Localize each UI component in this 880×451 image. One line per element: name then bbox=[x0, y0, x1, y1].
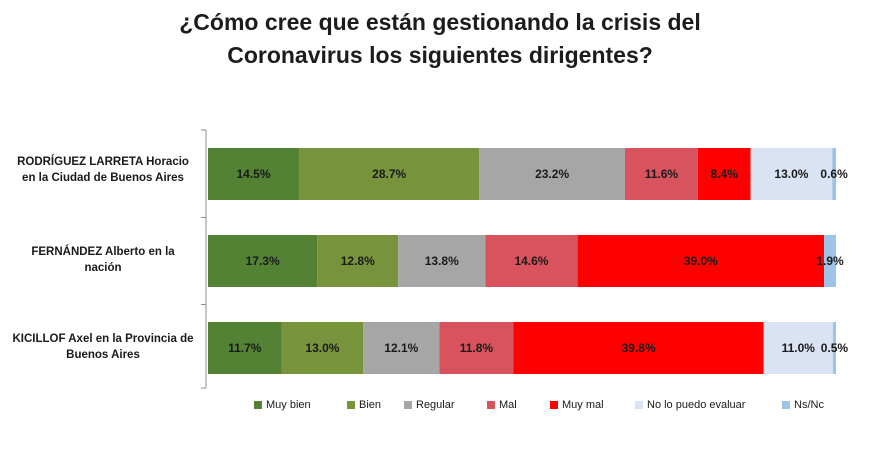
legend-item-muy-mal: Muy mal bbox=[550, 399, 604, 411]
data-label: 11.7% bbox=[228, 341, 262, 355]
category-label-larreta: RODRÍGUEZ LARRETA Horacio en la Ciudad d… bbox=[8, 154, 198, 186]
legend-item-bien: Bien bbox=[347, 399, 381, 411]
legend-label: Mal bbox=[499, 399, 517, 411]
category-axis bbox=[201, 129, 207, 389]
legend-swatch bbox=[635, 401, 643, 409]
data-label: 0.6% bbox=[820, 167, 848, 181]
data-label: 39.8% bbox=[622, 341, 656, 355]
data-label: 13.0% bbox=[305, 341, 339, 355]
bar-segment-ns-nc bbox=[823, 235, 836, 287]
category-label-kicillof-line-2: Buenos Aires bbox=[66, 349, 140, 361]
data-label: 0.5% bbox=[821, 341, 849, 355]
bar-segment-muy-mal bbox=[513, 322, 764, 374]
chart-title: ¿Cómo cree que están gestionando la cris… bbox=[0, 6, 880, 72]
bar-segment-ns-nc bbox=[832, 148, 836, 200]
bar-segment-muy-bien bbox=[208, 148, 300, 200]
data-labels: 14.5% 28.7% 23.2% 11.6% 8.4% 13.0% 0.6% 17.3% 12… bbox=[228, 167, 848, 355]
data-label: 1.9% bbox=[816, 254, 844, 268]
data-label: 39.0% bbox=[684, 254, 718, 268]
data-label: 17.3% bbox=[246, 254, 280, 268]
bar-segment-bien bbox=[299, 148, 480, 200]
legend-label: Bien bbox=[359, 399, 382, 411]
bar-segment-ns-nc bbox=[832, 322, 836, 374]
legend-item-mal: Mal bbox=[487, 399, 517, 411]
bar-segment-mal bbox=[624, 148, 698, 200]
bar-segment-muy-mal bbox=[697, 148, 751, 200]
data-label: 11.0% bbox=[782, 341, 816, 355]
legend-label: Muy bien bbox=[266, 399, 311, 411]
bar-segment-regular bbox=[479, 148, 625, 200]
category-label-kicillof-line-1: KICILLOF Axel en la Provincia de bbox=[12, 333, 194, 345]
bar-segment-muy-bien bbox=[208, 235, 318, 287]
legend-swatch bbox=[404, 401, 412, 409]
bar-segment-muy-bien bbox=[208, 322, 282, 374]
data-label: 12.1% bbox=[384, 341, 418, 355]
bar-segment-bien bbox=[281, 322, 364, 374]
data-label: 11.8% bbox=[460, 341, 494, 355]
legend-label: Regular bbox=[416, 399, 455, 411]
bar-segment-regular bbox=[398, 235, 486, 287]
legend: Muy bien Bien Regular Mal Muy mal No lo puedo… bbox=[0, 399, 880, 415]
data-label: 23.2% bbox=[535, 167, 569, 181]
bar-segment-muy-mal bbox=[577, 235, 824, 287]
bar-segment-mal bbox=[485, 235, 578, 287]
legend-item-regular: Regular bbox=[404, 399, 455, 411]
legend-label: Muy mal bbox=[562, 399, 604, 411]
category-label-larreta-line-2: en la Ciudad de Buenos Aires bbox=[22, 172, 184, 184]
legend-swatch bbox=[347, 401, 355, 409]
legend-swatch bbox=[487, 401, 495, 409]
legend-swatch bbox=[254, 401, 262, 409]
legend-item-ns-nc: Ns/Nc bbox=[782, 399, 824, 411]
legend-swatch bbox=[782, 401, 790, 409]
data-label: 14.5% bbox=[237, 167, 271, 181]
category-label-fernandez-line-1: FERNÁNDEZ Alberto en la bbox=[31, 246, 175, 258]
data-label: 12.8% bbox=[341, 254, 375, 268]
chart-title-line-2: Coronavirus los siguientes dirigentes? bbox=[227, 42, 653, 68]
data-label: 8.4% bbox=[711, 167, 739, 181]
bar-segment-regular bbox=[363, 322, 440, 374]
legend-item-no-lo-puedo-evaluar: No lo puedo evaluar bbox=[635, 399, 745, 411]
legend-label: Ns/Nc bbox=[794, 399, 824, 411]
chart-title-line-1: ¿Cómo cree que están gestionando la cris… bbox=[179, 9, 701, 35]
legend-item-muy-bien: Muy bien bbox=[254, 399, 311, 411]
data-label: 11.6% bbox=[645, 167, 679, 181]
data-label: 14.6% bbox=[514, 254, 548, 268]
bar-segment-mal bbox=[439, 322, 514, 374]
bar-segment-bien bbox=[317, 235, 399, 287]
data-label: 13.0% bbox=[774, 167, 808, 181]
legend-label: No lo puedo evaluar bbox=[647, 399, 746, 411]
data-label: 28.7% bbox=[372, 167, 406, 181]
bar-segment-no-lo-puedo-evaluar bbox=[750, 148, 833, 200]
category-label-kicillof: KICILLOF Axel en la Provincia de Buenos … bbox=[8, 331, 198, 363]
category-label-fernandez: FERNÁNDEZ Alberto en la nación bbox=[8, 244, 198, 276]
bar-segments bbox=[208, 148, 836, 374]
category-label-larreta-line-1: RODRÍGUEZ LARRETA Horacio bbox=[17, 156, 189, 168]
data-label: 13.8% bbox=[425, 254, 459, 268]
bar-segment-no-lo-puedo-evaluar bbox=[763, 322, 833, 374]
category-label-fernandez-line-2: nación bbox=[84, 262, 122, 274]
legend-swatch bbox=[550, 401, 558, 409]
